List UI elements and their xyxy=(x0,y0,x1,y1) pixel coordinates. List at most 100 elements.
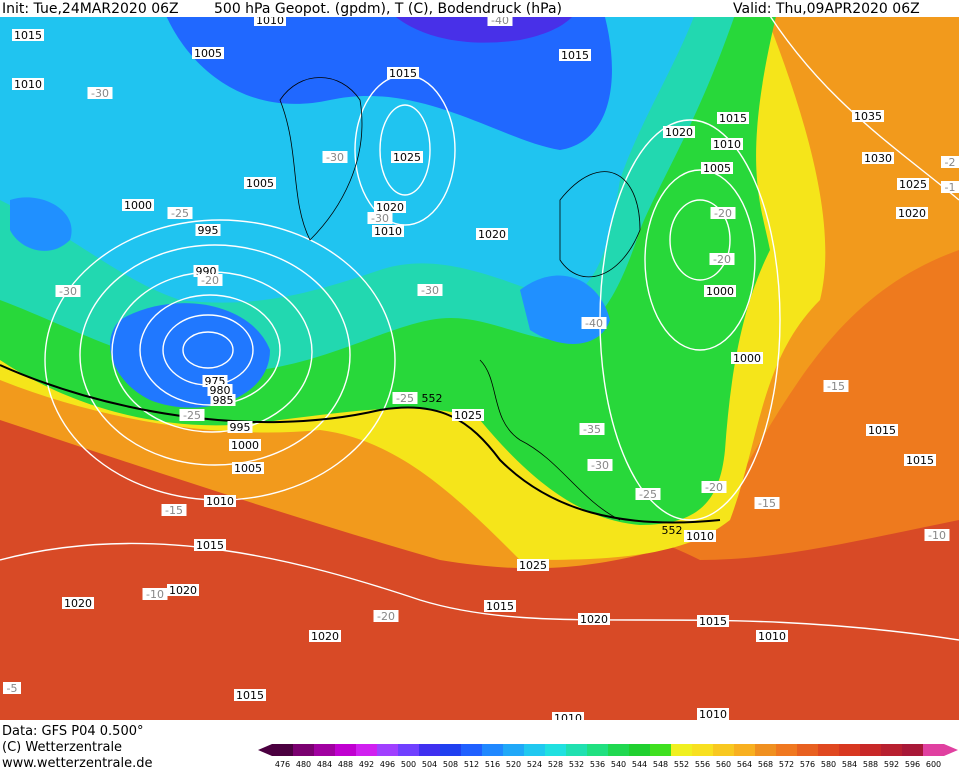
colorbar-swatch xyxy=(734,744,755,756)
temperature-label-bg xyxy=(87,87,113,99)
temperature-label: -25 xyxy=(396,392,414,405)
temperature-label-bg xyxy=(142,588,168,600)
temperature-label-bg xyxy=(924,529,950,541)
colorbar-label: 560 xyxy=(716,760,731,769)
temperature-label: -40 xyxy=(491,14,509,27)
colorbar-label: 476 xyxy=(275,760,290,769)
colorbar-label: 500 xyxy=(401,760,416,769)
isobar-label: 1005 xyxy=(246,177,274,190)
colorbar-swatch xyxy=(797,744,818,756)
isobar-label: 995 xyxy=(230,421,251,434)
colorbar-swatch xyxy=(839,744,860,756)
isobar-label-bg xyxy=(194,539,226,551)
isobar-label-bg xyxy=(12,29,44,41)
colorbar-swatch xyxy=(377,744,398,756)
coastlines xyxy=(279,77,641,521)
colorbar-label: 576 xyxy=(800,760,815,769)
temperature-label-bg xyxy=(941,181,959,193)
temperature-label: -5 xyxy=(7,682,18,695)
copyright: (C) Wetterzentrale xyxy=(2,740,122,755)
colorbar-label: 532 xyxy=(569,760,584,769)
temperature-label: -20 xyxy=(377,610,395,623)
isobar-label: 1010 xyxy=(713,138,741,151)
isobar-label: 1025 xyxy=(454,409,482,422)
isobar-label: 1000 xyxy=(124,199,152,212)
temperature-label: -2 xyxy=(945,156,956,169)
isobar-label-bg xyxy=(484,600,516,612)
temperature-label: -35 xyxy=(583,423,601,436)
isobar-label: 1015 xyxy=(486,600,514,613)
colorbar-swatch xyxy=(314,744,335,756)
colorbar-label: 488 xyxy=(338,760,353,769)
colorbar-label: 504 xyxy=(422,760,437,769)
temperature-label: -15 xyxy=(827,380,845,393)
colorbar-label: 528 xyxy=(548,760,563,769)
colorbar-swatch xyxy=(419,744,440,756)
temperature-label-bg xyxy=(581,317,607,329)
colorbar-swatch xyxy=(293,744,314,756)
temperature-label: -15 xyxy=(758,497,776,510)
temperature-label: -25 xyxy=(639,488,657,501)
colorbar-label: 588 xyxy=(863,760,878,769)
colorbar-label: 548 xyxy=(653,760,668,769)
isobar-label-bg xyxy=(244,177,276,189)
isobar-label: 1015 xyxy=(14,29,42,42)
isobar-label-bg xyxy=(697,708,729,720)
isobar-label-bg xyxy=(227,421,253,433)
isobar-label-bg xyxy=(374,201,406,213)
isobar-label: 1015 xyxy=(236,689,264,702)
temperature-field xyxy=(0,0,959,720)
colorbar-swatch xyxy=(902,744,923,756)
temperature-label: -30 xyxy=(591,459,609,472)
isobar-label: 1020 xyxy=(665,126,693,139)
valid-time: Valid: Thu,09APR2020 06Z xyxy=(733,1,920,17)
colorbar-end xyxy=(944,744,958,756)
isobar-label: 1025 xyxy=(393,151,421,164)
isobar-label-bg xyxy=(701,162,733,174)
temperature-label: -40 xyxy=(585,317,603,330)
website: www.wetterzentrale.de xyxy=(2,756,152,770)
isobar-label: 995 xyxy=(198,224,219,237)
temperature-label-bg xyxy=(823,380,849,392)
colorbar-label: 600 xyxy=(926,760,941,769)
isobar-label-bg xyxy=(717,112,749,124)
isobar-label: 1010 xyxy=(256,14,284,27)
isobar-label: 1010 xyxy=(758,630,786,643)
isobar-label: 1015 xyxy=(389,67,417,80)
isobar-label-bg xyxy=(896,207,928,219)
isobar-label-bg xyxy=(210,394,236,406)
isobar-label: 1005 xyxy=(194,47,222,60)
colorbar-swatch xyxy=(566,744,587,756)
colorbar-label: 492 xyxy=(359,760,374,769)
init-time: Init: Tue,24MAR2020 06Z xyxy=(2,1,179,17)
isobar-label-bg xyxy=(229,439,261,451)
isobar-label: 1020 xyxy=(478,228,506,241)
colorbar-swatch xyxy=(482,744,503,756)
isobar-label-bg xyxy=(711,138,743,150)
colorbar-swatch xyxy=(650,744,671,756)
colorbar-swatch xyxy=(860,744,881,756)
header-band xyxy=(0,0,959,17)
isobar-label: 1020 xyxy=(376,201,404,214)
isobar-label-bg xyxy=(731,352,763,364)
colorbar-swatch xyxy=(776,744,797,756)
isobar-label: 1015 xyxy=(906,454,934,467)
colorbar-label: 480 xyxy=(296,760,311,769)
isobar-label-bg xyxy=(195,224,221,236)
isobar-label-bg xyxy=(387,67,419,79)
colorbar-label: 580 xyxy=(821,760,836,769)
isobar-label: 1010 xyxy=(374,225,402,238)
colorbar-swatch xyxy=(461,744,482,756)
isobar-label-bg xyxy=(578,613,610,625)
isobar-label-bg xyxy=(517,559,549,571)
colorbar-swatch xyxy=(755,744,776,756)
colorbar-label: 564 xyxy=(737,760,752,769)
isobar-label-bg xyxy=(663,126,695,138)
temperature-label-bg xyxy=(55,285,81,297)
data-source: Data: GFS P04 0.500° xyxy=(2,724,144,739)
colorbar-swatch xyxy=(545,744,566,756)
colorbar-swatch xyxy=(713,744,734,756)
temperature-label: -30 xyxy=(91,87,109,100)
isobar-label: 1015 xyxy=(719,112,747,125)
